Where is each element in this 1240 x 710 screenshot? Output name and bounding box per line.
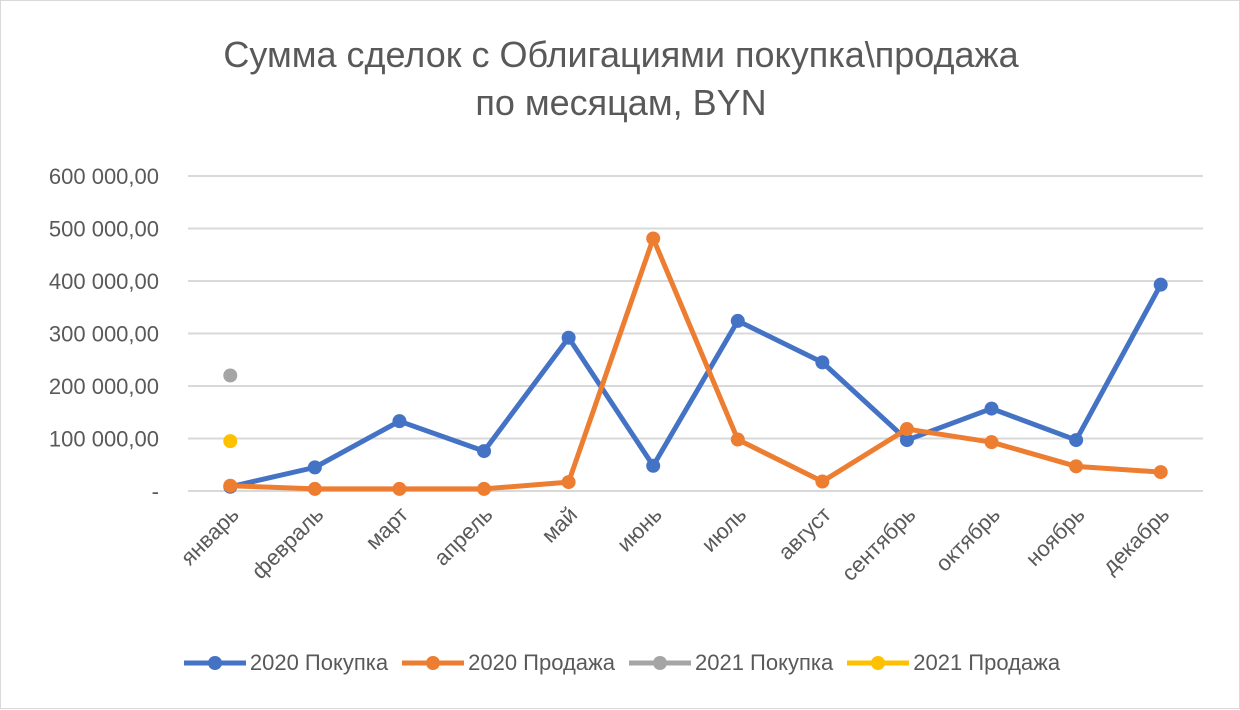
chart-title: Сумма сделок с Облигациями покупка\прода…	[1, 31, 1240, 127]
legend-swatch	[183, 656, 246, 670]
data-point	[477, 481, 492, 496]
data-point	[477, 444, 492, 459]
data-point	[1069, 459, 1084, 474]
data-point	[1153, 277, 1168, 292]
data-point	[1153, 465, 1168, 480]
series-4	[223, 434, 238, 449]
legend-label: 2020 Продажа	[468, 650, 615, 675]
x-tick-label: декабрь	[1097, 502, 1174, 579]
data-point	[899, 422, 914, 437]
x-tick-label: июнь	[612, 502, 667, 557]
series-3	[223, 368, 238, 383]
legend-label: 2021 Продажа	[913, 650, 1061, 675]
x-tick-label: ноябрь	[1021, 502, 1090, 571]
x-tick-label: март	[361, 502, 413, 554]
data-point	[646, 231, 661, 246]
legend-swatch	[402, 656, 465, 670]
series-line	[227, 235, 1164, 492]
legend-item: 2021 Покупка	[627, 650, 833, 676]
x-tick-label: февраль	[247, 502, 329, 584]
data-point	[223, 434, 238, 449]
legend-label: 2021 Покупка	[695, 650, 834, 675]
data-point	[223, 368, 238, 383]
data-point	[392, 414, 407, 429]
x-tick-label: сентябрь	[837, 502, 921, 586]
legend-label: 2020 Покупка	[249, 650, 389, 675]
series-line	[227, 282, 1164, 490]
legend-item: 2020 Покупка	[182, 650, 388, 676]
data-point	[392, 481, 407, 496]
legend-item: 2020 Продажа	[400, 650, 615, 676]
y-tick-label: 500 000,00	[49, 217, 159, 242]
x-tick-label: май	[536, 502, 582, 548]
y-tick-label: 400 000,00	[49, 269, 159, 294]
chart-title-line-1: Сумма сделок с Облигациями покупка\прода…	[223, 34, 1019, 75]
series-group	[223, 231, 1168, 496]
y-tick-label: 600 000,00	[49, 164, 159, 189]
y-tick-label: 200 000,00	[49, 374, 159, 399]
legend: 2020 Покупка 2020 Продажа 2021 Покупка 2021…	[1, 643, 1240, 683]
y-tick-label: 300 000,00	[49, 322, 159, 347]
series-1	[223, 277, 1168, 494]
data-point	[561, 330, 576, 345]
legend-swatch	[629, 656, 691, 670]
data-point	[307, 481, 322, 496]
data-point	[730, 313, 745, 328]
x-axis: январь февраль март апрель май июнь июль август…	[176, 502, 1175, 586]
series-2	[223, 231, 1168, 496]
x-tick-label: август	[773, 502, 836, 565]
data-point	[561, 475, 576, 490]
chart-title-line-2: по месяцам, BYN	[475, 82, 767, 123]
data-point	[815, 355, 830, 370]
data-point	[984, 435, 999, 450]
data-point	[899, 433, 914, 448]
data-point	[815, 474, 830, 489]
x-tick-label: октябрь	[931, 502, 1006, 577]
data-point	[223, 478, 238, 493]
data-point	[730, 432, 745, 447]
y-tick-label: 100 000,00	[49, 427, 159, 452]
legend-item: 2021 Продажа	[845, 650, 1060, 676]
data-point	[646, 458, 661, 473]
data-point	[984, 401, 999, 416]
data-point	[307, 460, 322, 475]
data-point	[1069, 433, 1084, 448]
x-tick-label: январь	[176, 502, 244, 570]
x-tick-label: апрель	[429, 502, 498, 571]
y-axis: - 100 000,00 200 000,00 300 000,00 400 000,0…	[49, 164, 159, 504]
x-tick-label: июль	[696, 502, 751, 557]
legend-swatch	[847, 656, 910, 670]
y-tick-label: -	[152, 479, 159, 504]
